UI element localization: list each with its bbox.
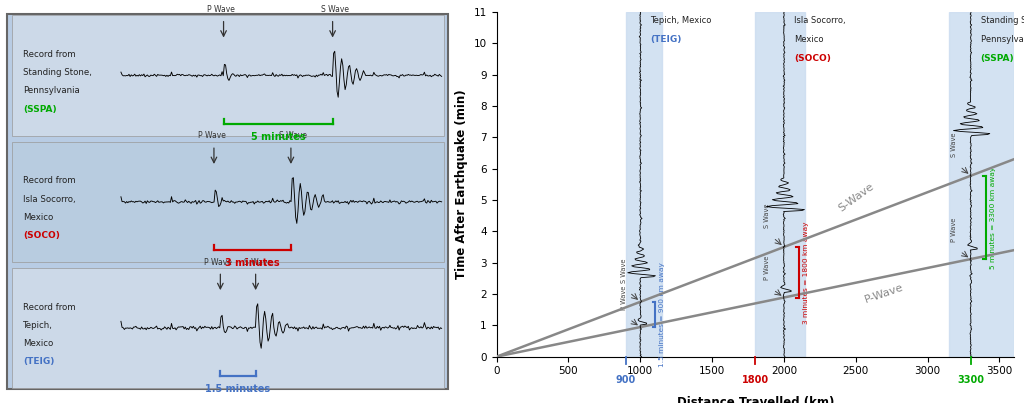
- Text: 3 minutes = 1800 km away: 3 minutes = 1800 km away: [803, 221, 809, 324]
- Text: P Wave: P Wave: [198, 131, 225, 141]
- Bar: [756, 12, 806, 357]
- Text: Record from: Record from: [23, 303, 76, 312]
- Text: Record from: Record from: [23, 50, 76, 59]
- Text: Pennsylvania, USA: Pennsylvania, USA: [981, 35, 1024, 44]
- Y-axis label: Time After Earthquake (min): Time After Earthquake (min): [455, 89, 468, 279]
- Text: S Wave: S Wave: [951, 133, 957, 157]
- Text: (SSPA): (SSPA): [23, 104, 56, 114]
- Text: Isla Socorro,: Isla Socorro,: [794, 16, 846, 25]
- Text: P Wave: P Wave: [764, 256, 770, 280]
- Text: Record from: Record from: [23, 177, 76, 185]
- Bar: [626, 12, 662, 357]
- Text: S Wave: S Wave: [621, 259, 627, 283]
- Text: Mexico: Mexico: [23, 213, 53, 222]
- Text: 1.5 minutes = 900 km away: 1.5 minutes = 900 km away: [659, 262, 666, 367]
- Text: 1.5 minutes: 1.5 minutes: [206, 384, 270, 394]
- Text: (SSPA): (SSPA): [981, 54, 1015, 63]
- FancyBboxPatch shape: [12, 15, 443, 135]
- Text: S-Wave: S-Wave: [837, 182, 876, 214]
- Text: Mexico: Mexico: [794, 35, 823, 44]
- Text: 3300: 3300: [957, 376, 984, 385]
- Text: S Wave: S Wave: [321, 5, 349, 14]
- Text: 900: 900: [615, 376, 636, 385]
- Text: (SOCO): (SOCO): [794, 54, 830, 63]
- Text: S Wave: S Wave: [280, 131, 307, 141]
- FancyBboxPatch shape: [12, 141, 443, 262]
- Text: P-Wave: P-Wave: [863, 283, 905, 305]
- Text: P Wave: P Wave: [208, 5, 236, 14]
- Text: Isla Socorro,: Isla Socorro,: [23, 195, 76, 204]
- FancyBboxPatch shape: [12, 268, 443, 388]
- Text: P Wave: P Wave: [951, 218, 957, 242]
- Text: 5 minutes = 3300 km away: 5 minutes = 3300 km away: [990, 166, 995, 268]
- Text: Standing Stone,: Standing Stone,: [23, 68, 92, 77]
- Text: Standing Stone,: Standing Stone,: [981, 16, 1024, 25]
- Text: 3 minutes: 3 minutes: [225, 258, 280, 268]
- Bar: [949, 12, 1014, 357]
- X-axis label: Distance Travelled (km): Distance Travelled (km): [677, 396, 834, 403]
- Text: 1800: 1800: [741, 376, 769, 385]
- Text: (TEIG): (TEIG): [650, 35, 682, 44]
- Text: 5 minutes: 5 minutes: [251, 132, 305, 142]
- Text: Tepich, Mexico: Tepich, Mexico: [650, 16, 712, 25]
- Text: Tepich,: Tepich,: [23, 321, 53, 330]
- Text: Pennsylvania: Pennsylvania: [23, 86, 80, 96]
- Text: (TEIG): (TEIG): [23, 357, 54, 366]
- Text: Mexico: Mexico: [23, 339, 53, 348]
- Text: P Wave: P Wave: [621, 285, 627, 310]
- FancyBboxPatch shape: [7, 14, 449, 389]
- Text: S Wave: S Wave: [244, 258, 271, 267]
- Text: (SOCO): (SOCO): [23, 231, 59, 240]
- Text: P Wave: P Wave: [204, 258, 232, 267]
- Text: S Wave: S Wave: [764, 204, 770, 228]
